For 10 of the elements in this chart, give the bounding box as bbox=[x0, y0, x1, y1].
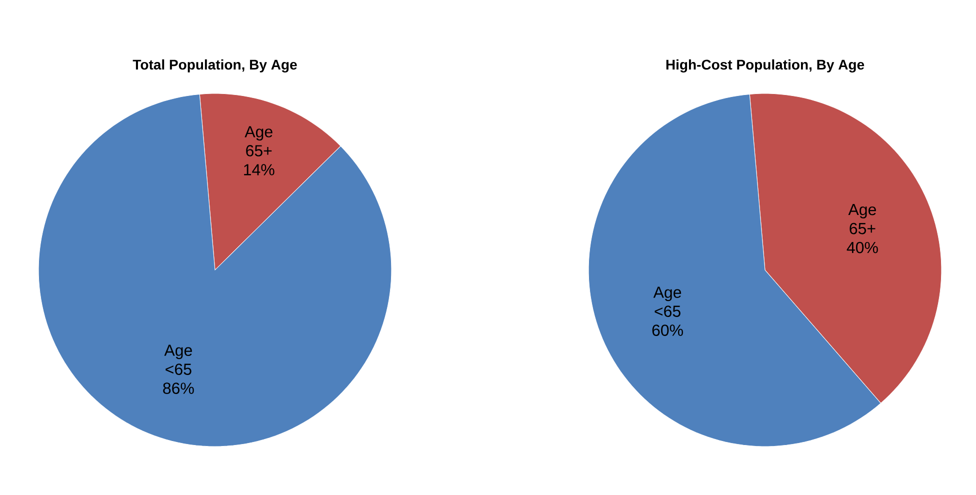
data-label: 60% bbox=[652, 324, 683, 336]
chart-title: High-Cost Population, By Age bbox=[666, 59, 864, 72]
slice-label: Age 65+ bbox=[848, 204, 876, 234]
slice-label: Age <65 bbox=[653, 286, 682, 317]
data-label: 14% bbox=[244, 164, 274, 176]
slice-label: Age 65+ bbox=[244, 126, 272, 156]
data-label: 86% bbox=[163, 382, 194, 394]
slice-label: Age <65 bbox=[164, 344, 192, 375]
chart-title: Total Population, By Age bbox=[132, 59, 297, 72]
data-label: 40% bbox=[846, 242, 878, 254]
